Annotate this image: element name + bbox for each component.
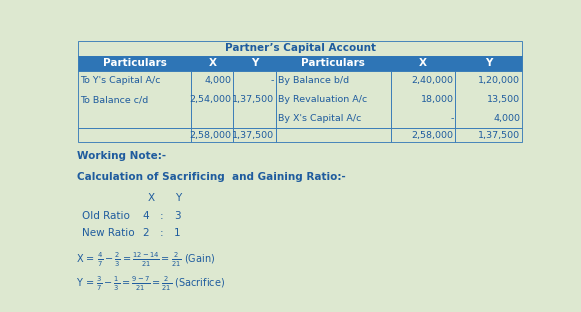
Text: 4,000: 4,000 [493,115,520,123]
Text: To Y's Capital A/c: To Y's Capital A/c [80,76,161,85]
Text: 3: 3 [174,211,181,221]
Text: 1: 1 [174,228,181,238]
Text: Particulars: Particulars [302,58,365,68]
FancyBboxPatch shape [191,71,234,129]
Text: New Ratio: New Ratio [81,228,134,238]
Text: Partner’s Capital Account: Partner’s Capital Account [224,43,375,53]
Text: 18,000: 18,000 [421,95,454,104]
Text: 2,54,000: 2,54,000 [189,95,232,104]
Text: X: X [148,193,155,203]
Text: 4,000: 4,000 [205,76,232,85]
Text: 1,37,500: 1,37,500 [232,95,274,104]
FancyBboxPatch shape [275,56,391,71]
Text: Particulars: Particulars [103,58,167,68]
Text: 2,40,000: 2,40,000 [411,76,454,85]
Text: -: - [270,76,274,85]
FancyBboxPatch shape [78,41,522,56]
Text: To Balance c/d: To Balance c/d [80,95,149,104]
Text: Calculation of Sacrificing  and Gaining Ratio:-: Calculation of Sacrificing and Gaining R… [77,173,346,183]
FancyBboxPatch shape [391,71,456,129]
FancyBboxPatch shape [234,129,275,142]
FancyBboxPatch shape [78,56,191,71]
Text: Y: Y [485,58,492,68]
FancyBboxPatch shape [456,129,522,142]
Text: By X's Capital A/c: By X's Capital A/c [278,115,361,123]
FancyBboxPatch shape [191,129,234,142]
Text: Y: Y [175,193,182,203]
Text: 2: 2 [142,228,149,238]
Text: By Balance b/d: By Balance b/d [278,76,349,85]
Text: 1,20,000: 1,20,000 [478,76,520,85]
FancyBboxPatch shape [456,71,522,129]
FancyBboxPatch shape [78,71,191,129]
FancyBboxPatch shape [234,71,275,129]
Text: :: : [160,211,164,221]
Text: X: X [419,58,427,68]
Text: 4: 4 [142,211,149,221]
Text: Old Ratio: Old Ratio [81,211,130,221]
Text: 1,37,500: 1,37,500 [478,131,520,140]
FancyBboxPatch shape [191,56,234,71]
Text: X = $\frac{4}{7} - \frac{2}{3} = \frac{12-14}{21} = \frac{2}{21}$ (Gain): X = $\frac{4}{7} - \frac{2}{3} = \frac{1… [76,251,216,269]
Text: 1,37,500: 1,37,500 [232,131,274,140]
Text: 2,58,000: 2,58,000 [189,131,232,140]
Text: By Revaluation A/c: By Revaluation A/c [278,95,367,104]
FancyBboxPatch shape [275,71,391,129]
Text: Working Note:-: Working Note:- [77,151,166,161]
Text: 13,500: 13,500 [487,95,520,104]
Text: Y = $\frac{3}{7} - \frac{1}{3} = \frac{9-7}{21} = \frac{2}{21}$ (Sacrifice): Y = $\frac{3}{7} - \frac{1}{3} = \frac{9… [76,275,225,293]
Text: -: - [450,115,454,123]
FancyBboxPatch shape [275,129,391,142]
Text: :: : [160,228,164,238]
Text: 2,58,000: 2,58,000 [411,131,454,140]
FancyBboxPatch shape [391,129,456,142]
FancyBboxPatch shape [391,56,456,71]
Text: X: X [209,58,216,68]
FancyBboxPatch shape [456,56,522,71]
Text: Y: Y [251,58,258,68]
FancyBboxPatch shape [234,56,275,71]
FancyBboxPatch shape [78,129,191,142]
